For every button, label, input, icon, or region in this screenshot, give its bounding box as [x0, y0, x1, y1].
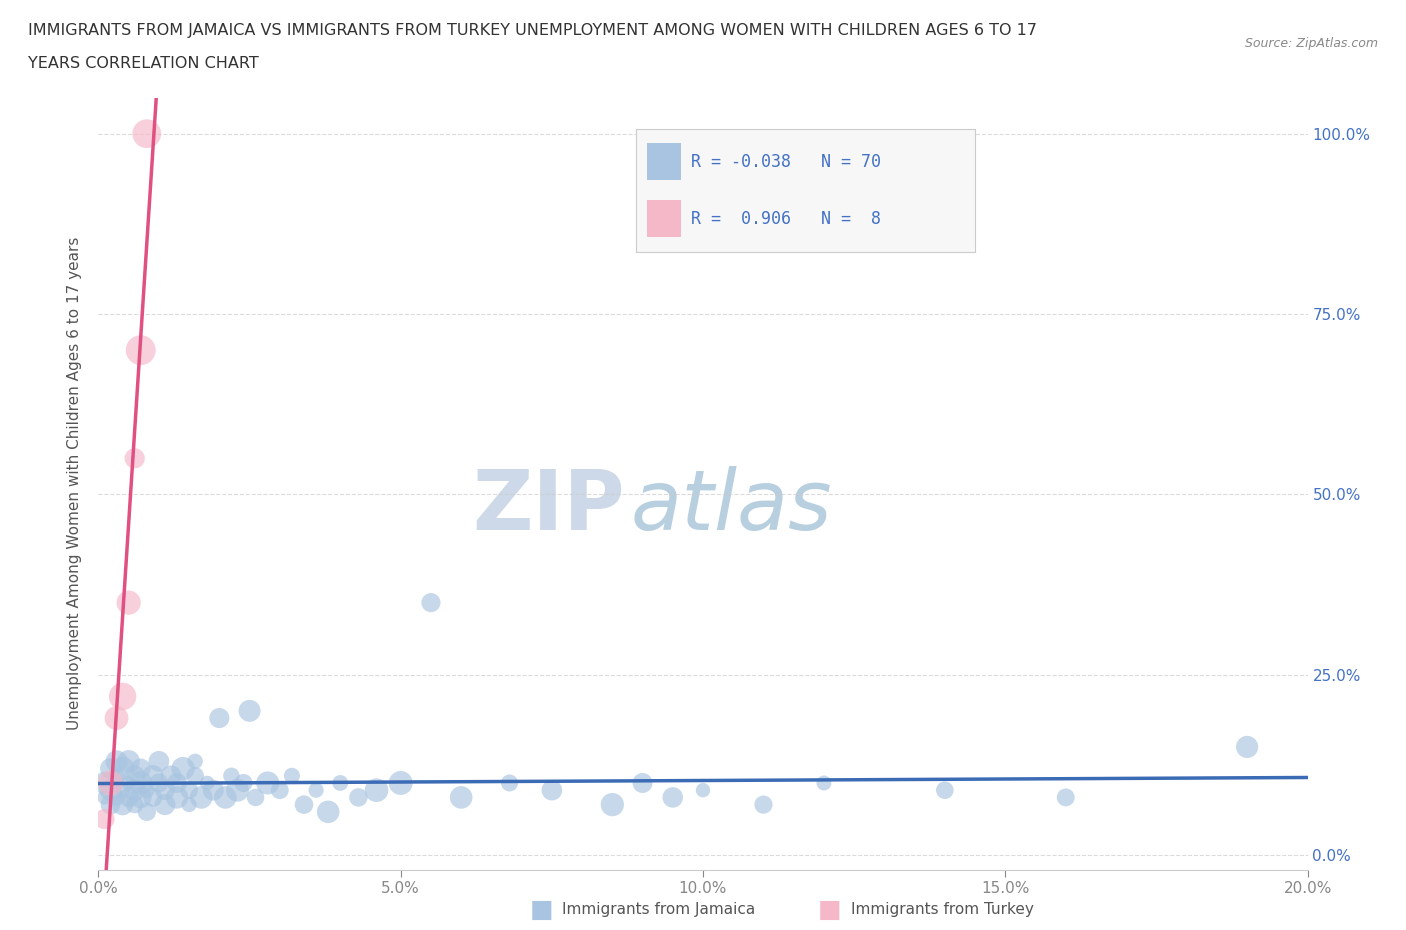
Point: [239, 703, 262, 718]
Point: [142, 768, 165, 783]
Point: [135, 804, 157, 819]
Text: IMMIGRANTS FROM JAMAICA VS IMMIGRANTS FROM TURKEY UNEMPLOYMENT AMONG WOMEN WITH : IMMIGRANTS FROM JAMAICA VS IMMIGRANTS FR…: [28, 23, 1038, 38]
Point: [118, 595, 141, 610]
Point: [100, 797, 122, 812]
Point: [540, 783, 562, 798]
Point: [450, 790, 472, 804]
Point: [124, 451, 146, 466]
Point: [208, 711, 231, 725]
Point: [118, 754, 141, 769]
Point: [172, 761, 194, 776]
Point: [202, 783, 225, 798]
Text: atlas: atlas: [630, 466, 832, 547]
Point: [190, 790, 212, 804]
Point: [316, 804, 339, 819]
Text: Immigrants from Turkey: Immigrants from Turkey: [851, 902, 1033, 917]
Point: [269, 783, 291, 798]
Text: ■: ■: [818, 897, 841, 922]
Point: [118, 790, 141, 804]
Point: [256, 776, 278, 790]
Point: [111, 797, 134, 812]
Point: [1236, 739, 1258, 754]
Point: [93, 776, 115, 790]
Point: [813, 776, 835, 790]
Point: [692, 783, 714, 798]
Point: [602, 797, 624, 812]
Point: [153, 783, 176, 798]
Point: [292, 797, 315, 812]
Point: [226, 783, 249, 798]
Point: [160, 768, 183, 783]
Point: [129, 761, 152, 776]
Point: [93, 790, 115, 804]
Point: [129, 342, 152, 357]
Point: [100, 761, 122, 776]
Point: [142, 790, 165, 804]
Point: [153, 797, 176, 812]
Point: [245, 790, 267, 804]
Point: [631, 776, 654, 790]
Point: [195, 776, 218, 790]
Point: [934, 783, 956, 798]
Point: [148, 754, 170, 769]
Point: [420, 595, 443, 610]
Point: [105, 790, 128, 804]
Point: [135, 126, 157, 141]
Point: [305, 783, 328, 798]
Point: [752, 797, 775, 812]
Point: [105, 754, 128, 769]
Point: [148, 776, 170, 790]
Text: ■: ■: [530, 897, 553, 922]
Point: [1054, 790, 1077, 804]
Point: [184, 754, 207, 769]
Point: [329, 776, 352, 790]
Point: [179, 797, 201, 812]
Point: [214, 790, 236, 804]
Point: [111, 761, 134, 776]
Point: [118, 776, 141, 790]
Y-axis label: Unemployment Among Women with Children Ages 6 to 17 years: Unemployment Among Women with Children A…: [66, 237, 82, 730]
Point: [166, 776, 188, 790]
Point: [281, 768, 304, 783]
Point: [111, 689, 134, 704]
Point: [105, 711, 128, 725]
Point: [221, 768, 243, 783]
Point: [105, 776, 128, 790]
Point: [124, 797, 146, 812]
Point: [129, 776, 152, 790]
Point: [661, 790, 683, 804]
Point: [498, 776, 520, 790]
Text: YEARS CORRELATION CHART: YEARS CORRELATION CHART: [28, 56, 259, 71]
Point: [166, 790, 188, 804]
Point: [347, 790, 370, 804]
Point: [105, 768, 128, 783]
Point: [100, 783, 122, 798]
Point: [366, 783, 388, 798]
Point: [129, 790, 152, 804]
Point: [100, 776, 122, 790]
Point: [389, 776, 412, 790]
Text: Immigrants from Jamaica: Immigrants from Jamaica: [562, 902, 755, 917]
Point: [135, 783, 157, 798]
Point: [111, 783, 134, 798]
Text: Source: ZipAtlas.com: Source: ZipAtlas.com: [1244, 37, 1378, 50]
Point: [93, 812, 115, 827]
Point: [184, 768, 207, 783]
Point: [124, 768, 146, 783]
Text: ZIP: ZIP: [472, 466, 624, 547]
Point: [179, 783, 201, 798]
Point: [124, 783, 146, 798]
Point: [232, 776, 254, 790]
